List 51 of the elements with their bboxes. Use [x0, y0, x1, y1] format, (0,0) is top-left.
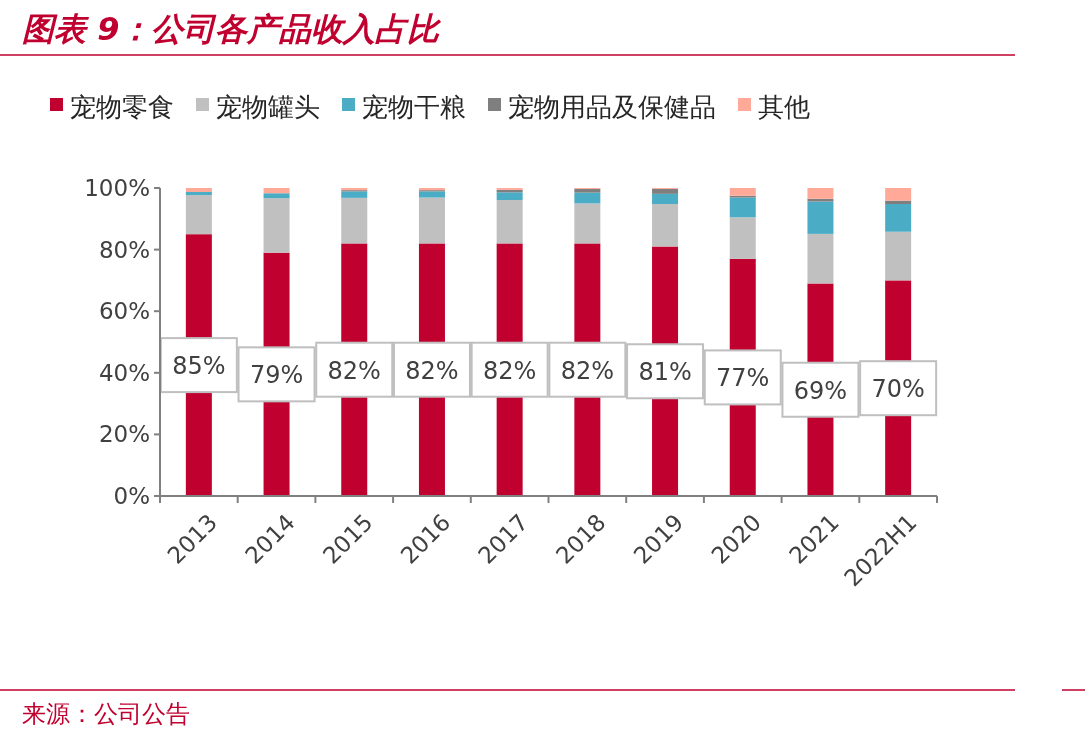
bar — [574, 188, 601, 193]
bar — [807, 188, 834, 199]
bar — [885, 231, 912, 281]
bar — [185, 188, 212, 192]
data-label: 82% — [327, 356, 381, 385]
bar — [418, 191, 445, 198]
source-note: 来源：公司公告 — [22, 700, 190, 728]
bar — [418, 197, 445, 244]
data-label: 79% — [249, 361, 304, 390]
y-tick-label: 80% — [98, 236, 150, 263]
data-label: 82% — [405, 356, 459, 385]
data-label: 70% — [871, 375, 925, 404]
data-label: 82% — [560, 356, 615, 385]
bar — [185, 192, 212, 196]
data-label: 85% — [172, 352, 226, 381]
bar — [574, 203, 601, 244]
bar — [263, 198, 290, 253]
bar — [496, 200, 523, 244]
y-tick-label: 60% — [98, 298, 150, 325]
bar — [263, 188, 290, 194]
bar — [807, 201, 834, 234]
y-tick-label: 20% — [98, 421, 150, 448]
bar — [807, 198, 834, 202]
bar — [496, 192, 523, 201]
chart-title: 图表 9：公司各产品收入占比 — [22, 10, 443, 48]
bar — [652, 188, 679, 194]
legend-label: 宠物干粮 — [362, 92, 466, 122]
bar — [729, 217, 756, 259]
bar — [185, 195, 212, 235]
bar — [729, 188, 756, 196]
bar — [885, 204, 912, 232]
bar — [729, 197, 756, 218]
data-label: 81% — [638, 358, 692, 387]
bar — [807, 233, 834, 284]
bar — [652, 193, 679, 205]
y-tick-label: 0% — [113, 483, 150, 509]
y-tick-label: 100% — [84, 175, 150, 201]
y-tick-label: 40% — [98, 359, 150, 386]
data-label: 77% — [716, 364, 770, 393]
legend-label: 其他 — [758, 92, 810, 122]
legend-label: 宠物罐头 — [216, 92, 320, 122]
bar — [574, 192, 601, 204]
bar — [263, 193, 290, 199]
data-label: 82% — [482, 356, 537, 385]
bar — [341, 191, 368, 198]
bar — [885, 188, 912, 201]
bar — [341, 197, 368, 244]
legend-label: 宠物零食 — [70, 92, 174, 122]
bar — [652, 204, 679, 247]
data-label: 69% — [793, 376, 848, 405]
legend-label: 宠物用品及保健品 — [508, 92, 716, 122]
